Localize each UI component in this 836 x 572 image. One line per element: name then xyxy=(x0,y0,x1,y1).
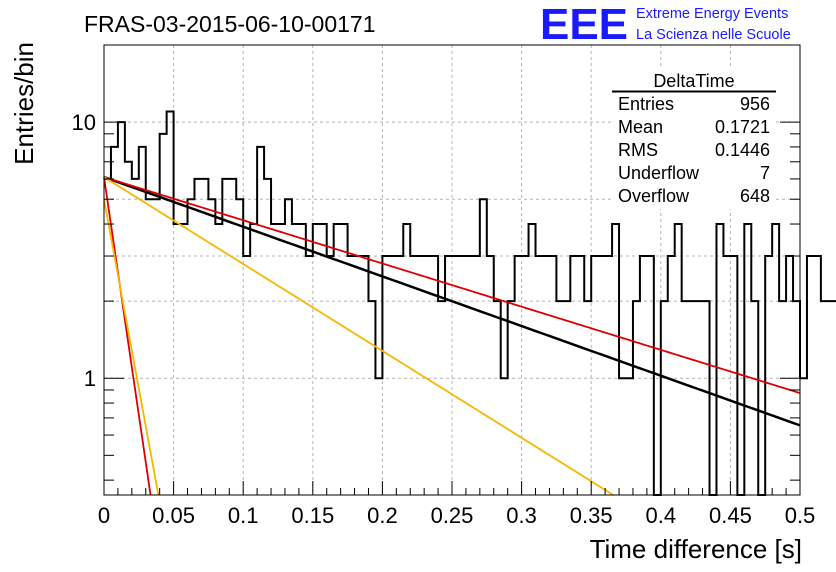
x-axis-label: Time difference [s] xyxy=(590,534,802,564)
histogram-outline xyxy=(104,110,836,496)
eee-logo: EEE xyxy=(540,0,628,49)
y-tick-label: 1 xyxy=(84,366,96,391)
x-tick-label: 0.35 xyxy=(570,503,613,528)
y-axis-label: Entries/bin xyxy=(9,42,39,165)
x-tick-label: 0.5 xyxy=(785,503,816,528)
run-title: FRAS-03-2015-06-10-00171 xyxy=(84,11,376,37)
tick-labels: 0 0.05 0.1 0.15 0.2 0.25 0.3 0.35 0.4 0.45 0.5 1 10 xyxy=(72,110,816,528)
x-tick-label: 0.2 xyxy=(367,503,398,528)
logo-line1: Extreme Energy Events xyxy=(636,6,788,22)
stats-label-overflow: Overflow xyxy=(618,186,690,206)
fit-curve xyxy=(103,176,152,496)
x-tick-label: 0.45 xyxy=(709,503,752,528)
x-tick-label: 0.4 xyxy=(646,503,677,528)
stats-value-overflow: 648 xyxy=(740,186,770,206)
fit-curve xyxy=(103,175,801,427)
fit-curve xyxy=(103,176,614,496)
stats-label-rms: RMS xyxy=(618,140,658,160)
stats-value-rms: 0.1446 xyxy=(715,140,770,160)
stats-value-mean: 0.1721 xyxy=(715,117,770,137)
x-tick-label: 0.25 xyxy=(431,503,474,528)
logo-line2: La Scienza nelle Scuole xyxy=(636,27,791,43)
stats-value-underflow: 7 xyxy=(760,163,770,183)
x-tick-label: 0.3 xyxy=(506,503,537,528)
axis-ticks xyxy=(103,44,801,495)
stats-label-underflow: Underflow xyxy=(618,163,700,183)
grid xyxy=(104,45,800,495)
stats-title: DeltaTime xyxy=(653,71,734,91)
stats-box: DeltaTime Entries 956 Mean 0.1721 RMS 0.… xyxy=(612,69,776,209)
stats-label-mean: Mean xyxy=(618,117,663,137)
fit-curve xyxy=(103,176,801,394)
fit-curves xyxy=(103,175,801,496)
stats-value-entries: 956 xyxy=(740,94,770,114)
x-tick-label: 0.05 xyxy=(152,503,195,528)
fit-curve xyxy=(103,199,160,496)
x-tick-label: 0.1 xyxy=(228,503,259,528)
x-tick-label: 0 xyxy=(98,503,110,528)
x-tick-label: 0.15 xyxy=(291,503,334,528)
stats-label-entries: Entries xyxy=(618,94,674,114)
y-tick-label: 10 xyxy=(72,110,96,135)
histogram xyxy=(104,110,836,496)
